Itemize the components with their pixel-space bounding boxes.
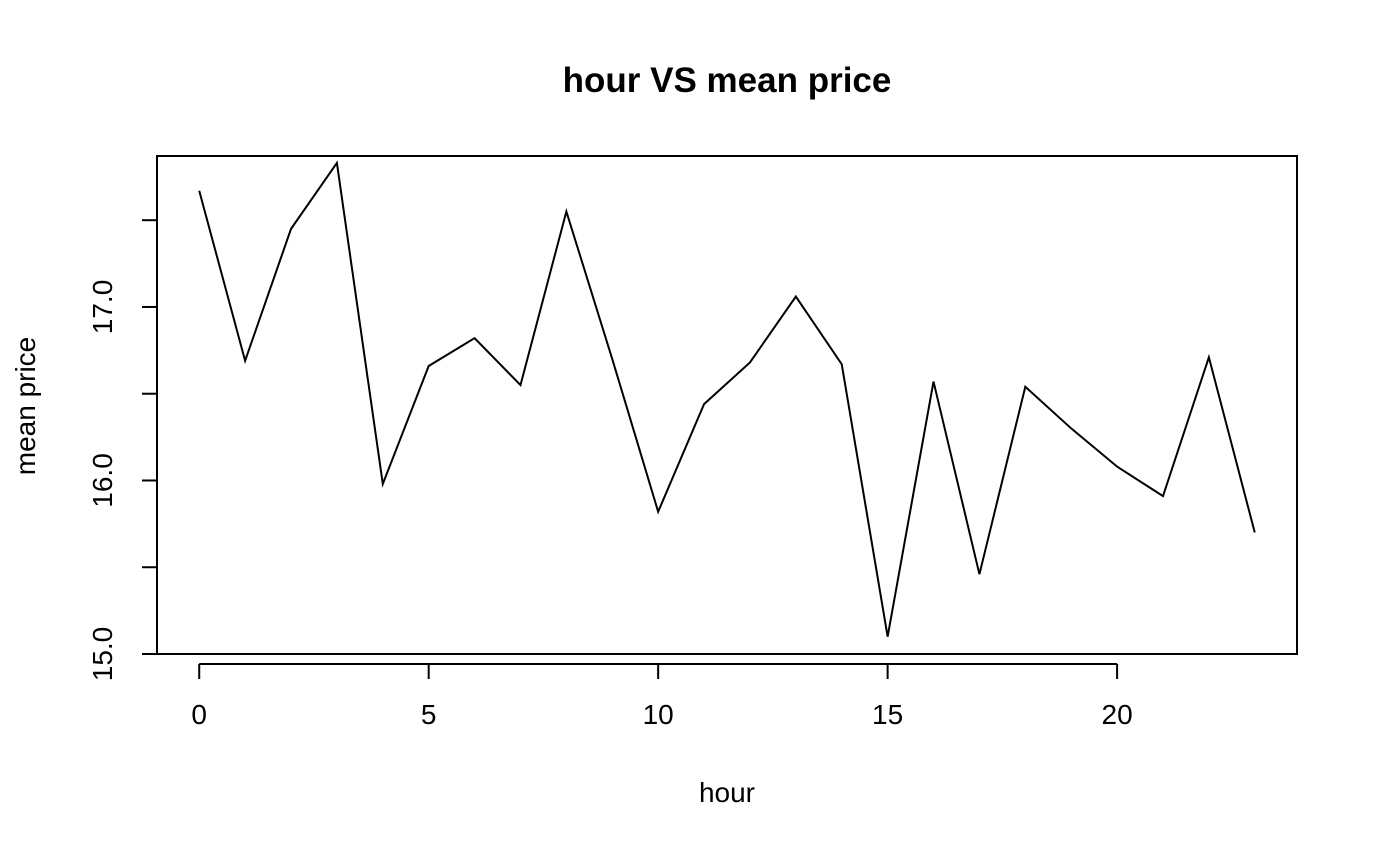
y-tick-label: 15.0 (87, 627, 118, 682)
x-axis: 0 5 10 15 20 (191, 663, 1133, 730)
y-axis: 15.0 16.0 17.0 (87, 219, 158, 682)
series-layer (198, 160, 1256, 637)
y-tick-label: 17.0 (87, 280, 118, 335)
plot-frame (156, 155, 1298, 655)
chart-title: hour VS mean price (563, 61, 892, 100)
x-tick-label: 15 (872, 699, 903, 730)
x-tick-label: 5 (421, 699, 437, 730)
y-axis-label: mean price (10, 337, 41, 476)
x-axis-label: hour (699, 777, 755, 808)
x-tick-label: 20 (1102, 699, 1133, 730)
series-line (198, 160, 1256, 637)
x-tick-label: 10 (643, 699, 674, 730)
y-tick-label: 16.0 (87, 453, 118, 508)
x-tick-label: 0 (191, 699, 207, 730)
